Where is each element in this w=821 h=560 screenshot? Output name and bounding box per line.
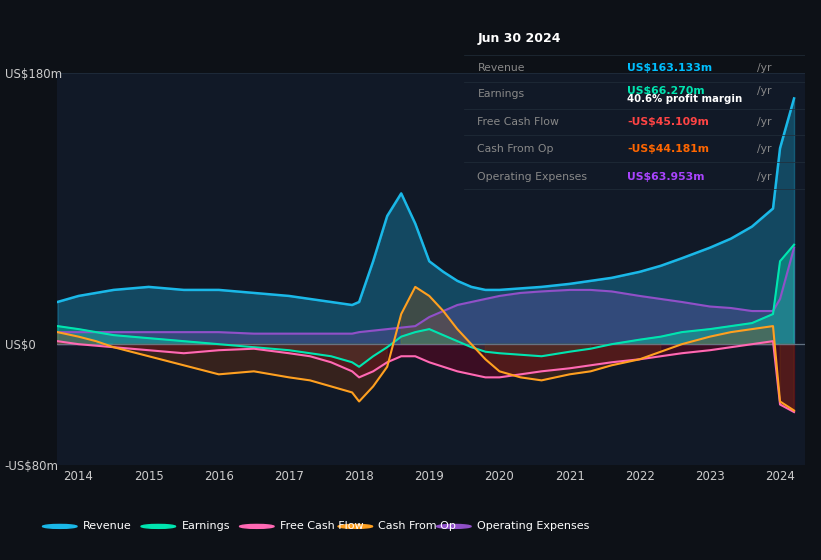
Text: Cash From Op: Cash From Op bbox=[478, 144, 554, 154]
Circle shape bbox=[240, 524, 274, 529]
Text: Free Cash Flow: Free Cash Flow bbox=[478, 117, 559, 127]
Text: Cash From Op: Cash From Op bbox=[378, 521, 456, 531]
Circle shape bbox=[338, 524, 373, 529]
Text: -US$44.181m: -US$44.181m bbox=[627, 144, 709, 154]
Text: /yr: /yr bbox=[757, 86, 772, 96]
Text: Operating Expenses: Operating Expenses bbox=[478, 171, 588, 181]
Circle shape bbox=[43, 524, 77, 529]
Text: /yr: /yr bbox=[757, 171, 772, 181]
Text: Revenue: Revenue bbox=[83, 521, 131, 531]
Text: US$66.270m: US$66.270m bbox=[627, 86, 705, 96]
Circle shape bbox=[437, 524, 471, 529]
Text: /yr: /yr bbox=[757, 117, 772, 127]
Circle shape bbox=[141, 524, 176, 529]
Text: /yr: /yr bbox=[757, 144, 772, 154]
Text: Jun 30 2024: Jun 30 2024 bbox=[478, 32, 561, 45]
Text: /yr: /yr bbox=[757, 63, 772, 73]
Text: -US$45.109m: -US$45.109m bbox=[627, 117, 709, 127]
Text: US$163.133m: US$163.133m bbox=[627, 63, 713, 73]
Text: Revenue: Revenue bbox=[478, 63, 525, 73]
Text: Operating Expenses: Operating Expenses bbox=[477, 521, 589, 531]
Text: Free Cash Flow: Free Cash Flow bbox=[280, 521, 364, 531]
Text: Earnings: Earnings bbox=[478, 89, 525, 99]
Text: Earnings: Earnings bbox=[181, 521, 230, 531]
Text: US$63.953m: US$63.953m bbox=[627, 171, 705, 181]
Text: 40.6% profit margin: 40.6% profit margin bbox=[627, 94, 743, 104]
